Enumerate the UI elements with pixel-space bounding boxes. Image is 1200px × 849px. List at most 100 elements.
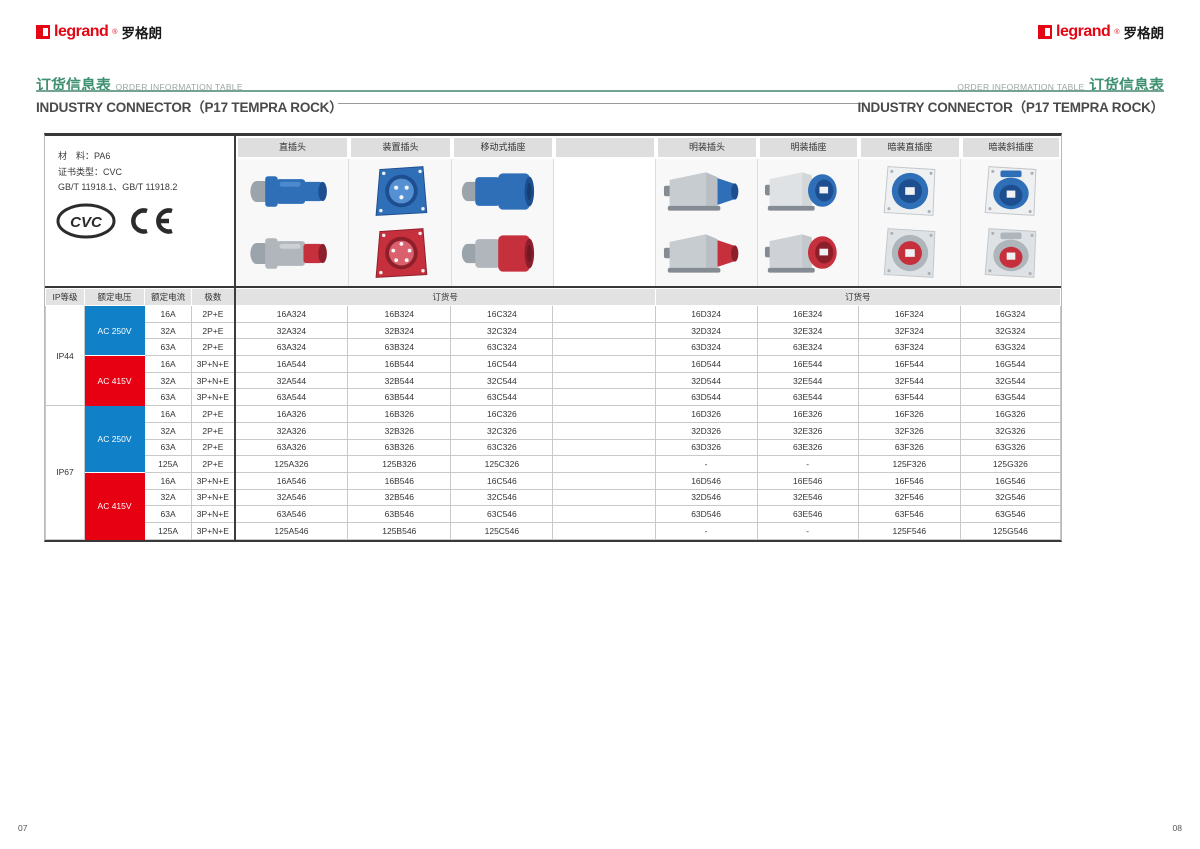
order-number-cell: 63F546	[857, 505, 961, 523]
order-number-cell: -	[756, 455, 859, 473]
table-row: 63A 3P+N+E 63A544 63B544 63C544 63D544 63E544 6…	[46, 388, 1062, 407]
order-number-cell: 16G546	[959, 471, 1062, 490]
order-number-cell: 63C544	[450, 388, 554, 407]
current-cell: 125A	[144, 521, 193, 540]
registered-mark: ®	[112, 28, 118, 36]
order-number-cell: 16D546	[654, 471, 758, 490]
spacer-cell	[552, 371, 656, 390]
rated-voltage-header: 额定电压	[84, 288, 146, 306]
current-cell: 63A	[144, 338, 193, 357]
order-number-cell: 16E544	[756, 355, 859, 373]
table-row: 63A 2P+E 63A324 63B324 63C324 63D324 63E324 63F…	[46, 338, 1062, 357]
order-number-cell: 125F326	[857, 455, 961, 473]
order-number-cell: 32F324	[857, 321, 961, 340]
order-number-cell: 32B546	[347, 488, 452, 507]
spacer-cell	[552, 405, 656, 423]
product-image-cell	[349, 159, 452, 286]
ce-mark-icon	[131, 208, 173, 234]
spacer-cell	[552, 471, 656, 490]
logo-chinese-text: 罗格朗	[121, 26, 162, 41]
socket-flush-angled-red-product-image	[984, 228, 1037, 278]
order-number-cell: 16A546	[234, 471, 349, 490]
plug-panel-blue-product-image	[375, 166, 428, 216]
order-number-cell: 16F546	[857, 471, 961, 490]
order-number-cell: 32F326	[857, 421, 961, 440]
plug-panel-red-product-image	[375, 228, 428, 278]
spacer-cell	[552, 421, 656, 440]
order-number-cell: 125G326	[959, 455, 1062, 473]
order-number-cell: 125F546	[857, 521, 961, 540]
order-number-cell: 32G324	[959, 321, 1062, 340]
legrand-logo-right: legrand ® 罗格朗	[1038, 22, 1164, 42]
order-number-cell: -	[654, 455, 758, 473]
order-number-cell: 63F326	[857, 438, 961, 457]
voltage-cell: AC 415V	[84, 355, 146, 407]
product-image-cell	[961, 159, 1061, 286]
order-number-cell: 16E546	[756, 471, 859, 490]
spacer-cell	[552, 505, 656, 523]
order-number-cell: 125G546	[959, 521, 1062, 540]
order-info-header-left: 订货信息表 ORDER INFORMATION TABLE	[36, 74, 243, 95]
order-number-cell: 16C544	[450, 355, 554, 373]
spacer-cell	[552, 521, 656, 540]
product-image-cell	[758, 159, 859, 286]
voltage-cell: AC 250V	[84, 405, 146, 473]
order-number-cell: -	[654, 521, 758, 540]
ip-grade-cell: IP44	[44, 304, 86, 407]
table-row: 63A 2P+E 63A326 63B326 63C326 63D326 63E326 63F…	[46, 438, 1062, 457]
poles-cell: 2P+E	[191, 438, 236, 457]
standard-line: GB/T 11918.1、GB/T 11918.2	[58, 182, 178, 192]
order-number-cell: 32D324	[654, 321, 758, 340]
page-number-right: 08	[1172, 823, 1182, 833]
order-number-cell: 63C546	[450, 505, 554, 523]
logo-brand-text: legrand	[54, 23, 109, 40]
poles-cell: 3P+N+E	[191, 521, 236, 540]
table-row: 125A 2P+E 125A326 125B326 125C326- -125F326 12…	[46, 455, 1062, 473]
spacer-cell	[552, 355, 656, 373]
spacer-cell	[552, 338, 656, 357]
order-number-cell: 63A544	[234, 388, 349, 407]
order-number-header-left: 订货号	[234, 288, 656, 306]
order-number-cell: 63C324	[450, 338, 554, 357]
order-number-cell: 16B546	[347, 471, 452, 490]
product-columns-area: 直插头 装置插头 移动式插座 明装插头 明装插座 暗装直插座 暗装斜插座	[236, 136, 1061, 286]
order-number-cell: 32A544	[234, 371, 349, 390]
table-row: 32A 3P+N+E 32A546 32B546 32C546 32D546 32E546 3…	[46, 488, 1062, 507]
table-row: AC 415V 16A 3P+N+E 16A544 16B544 16C544 16D544…	[46, 355, 1062, 407]
order-number-cell: 32C326	[450, 421, 554, 440]
header-en: ORDER INFORMATION TABLE	[957, 82, 1085, 92]
socket-surface-red-product-image	[764, 234, 837, 273]
table-row: IP67 AC 250V 16A 2P+E 16A326 16B326 16C326 16D3…	[44, 405, 1062, 540]
current-cell: 16A	[144, 471, 193, 490]
certificate-line: 证书类型：CVC	[58, 166, 123, 177]
order-number-cell: 16F324	[857, 305, 961, 323]
product-column-label: 暗装直插座	[859, 136, 961, 159]
voltage-cell: AC 250V	[84, 304, 146, 357]
rated-current-header: 额定电流	[144, 288, 193, 306]
legrand-logo-icon	[1038, 25, 1053, 39]
poles-cell: 3P+N+E	[191, 505, 236, 523]
poles-cell: 2P+E	[191, 421, 236, 440]
order-number-cell: 125A546	[234, 521, 349, 540]
ip-grade-header: IP等级	[44, 288, 86, 306]
order-number-cell: 63G544	[959, 388, 1062, 407]
order-number-cell: 63B324	[347, 338, 452, 357]
order-number-cell: 125B546	[347, 521, 452, 540]
order-number-cell: 32D544	[654, 371, 758, 390]
order-number-cell: 32E326	[756, 421, 859, 440]
order-number-cell: 63B326	[347, 438, 452, 457]
current-cell: 32A	[144, 488, 193, 507]
order-number-cell: 16D326	[654, 405, 758, 423]
current-cell: 16A	[144, 355, 193, 373]
logo-chinese-text: 罗格朗	[1123, 26, 1165, 41]
product-image-cell	[859, 159, 961, 286]
order-number-cell: 16G326	[959, 405, 1062, 423]
order-number-cell: 63D324	[654, 338, 758, 357]
table-row: 32A 2P+E 32A324 32B324 32C324 32D324 32E324 32F…	[46, 321, 1062, 340]
order-number-cell: 63D326	[654, 438, 758, 457]
order-number-cell: 63E326	[756, 438, 859, 457]
product-column-label: 明装插座	[758, 136, 859, 159]
order-number-cell: 32A324	[234, 321, 349, 340]
order-number-cell: 63E546	[756, 505, 859, 523]
product-strip: 直插头 装置插头 移动式插座 明装插头 明装插座 暗装直插座 暗装斜插座	[236, 136, 1061, 159]
